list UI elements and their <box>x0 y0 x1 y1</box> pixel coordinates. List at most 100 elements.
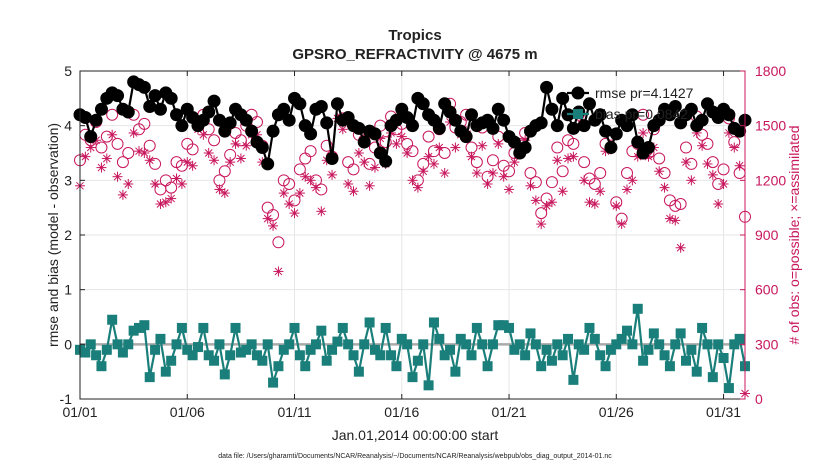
obs-assimilated-point <box>85 142 96 153</box>
y-tick-label-left: -1 <box>60 391 73 407</box>
bias-point <box>273 361 284 372</box>
rmse-point <box>202 105 216 119</box>
obs-assimilated-point <box>209 155 220 166</box>
bias-point <box>729 339 740 350</box>
bias-point <box>235 347 246 358</box>
bias-point <box>718 353 729 363</box>
obs-assimilated-point <box>364 180 375 191</box>
obs-assimilated-point <box>80 151 91 162</box>
bias-point <box>568 374 579 385</box>
obs-assimilated-point <box>477 140 488 151</box>
bias-point <box>171 339 182 350</box>
obs-possible-point <box>347 163 360 176</box>
bias-point <box>632 303 643 314</box>
obs-assimilated-point <box>482 178 493 189</box>
rmse-point <box>577 119 591 133</box>
bias-point <box>386 350 397 361</box>
rmse-point <box>245 124 259 138</box>
bias-point <box>396 333 407 344</box>
rmse-point <box>153 102 167 116</box>
obs-possible-point <box>717 163 730 176</box>
bias-point <box>391 361 402 372</box>
data-file-footnote: data file: /Users/gharamti/Documents/NCA… <box>218 453 612 460</box>
obs-possible-point <box>283 177 296 190</box>
obs-assimilated-point <box>273 266 284 277</box>
rmse-point <box>143 100 157 114</box>
bias-point <box>713 339 724 350</box>
bias-point <box>407 372 418 383</box>
obs-assimilated-point <box>369 162 380 173</box>
obs-assimilated-point <box>471 168 482 179</box>
obs-assimilated-point <box>353 148 364 158</box>
rmse-point <box>518 141 532 155</box>
bias-point <box>96 361 107 372</box>
x-tick-label: 01/21 <box>492 404 527 420</box>
obs-possible-point <box>438 147 451 159</box>
obs-assimilated-point <box>659 182 670 193</box>
bias-point <box>80 347 91 358</box>
rmse-point <box>239 113 253 127</box>
bias-point <box>332 336 343 347</box>
rmse-point <box>641 141 655 155</box>
obs-assimilated-point <box>595 186 606 197</box>
obs-assimilated-point <box>434 142 445 153</box>
bias-point <box>348 350 359 361</box>
bias-point <box>321 355 332 366</box>
obs-assimilated-point <box>487 168 498 179</box>
rmse-point <box>625 108 639 122</box>
rmse-point <box>277 102 291 116</box>
obs-assimilated-point <box>289 208 300 219</box>
obs-assimilated-point <box>681 157 692 168</box>
bias-point <box>423 380 434 391</box>
obs-assimilated-point <box>466 151 477 162</box>
rmse-point <box>330 97 344 111</box>
obs-assimilated-point <box>144 155 155 166</box>
x-tick-label: 01/16 <box>384 404 419 420</box>
bias-point <box>262 339 273 350</box>
bias-point <box>107 314 118 325</box>
obs-assimilated-point <box>627 175 638 186</box>
bias-point <box>622 325 633 336</box>
bias-point <box>316 325 327 336</box>
obs-assimilated-point <box>96 162 107 173</box>
bias-point <box>246 339 257 350</box>
bias-point <box>461 339 472 350</box>
obs-assimilated-point <box>498 171 509 182</box>
bias-point <box>209 355 220 366</box>
bias-point <box>434 333 445 344</box>
rmse-point <box>609 127 623 141</box>
obs-assimilated-point <box>546 197 557 208</box>
rmse-point <box>293 97 307 111</box>
bias-point <box>160 366 171 377</box>
obs-possible-point <box>524 167 537 180</box>
obs-possible-point <box>143 139 156 152</box>
obs-possible-point <box>95 141 108 154</box>
obs-possible-point <box>111 137 124 150</box>
obs-assimilated-point <box>310 182 321 193</box>
bias-point <box>412 355 423 366</box>
bias-point <box>664 361 675 372</box>
obs-assimilated-point <box>563 153 574 164</box>
bias-point <box>707 372 718 383</box>
bias-point <box>166 355 177 366</box>
obs-assimilated-point <box>654 166 665 177</box>
obs-assimilated-point <box>541 200 552 211</box>
bias-point <box>536 361 547 372</box>
legend-rmse-label: rmse pr=4.1427 <box>595 85 694 101</box>
obs-assimilated-point <box>198 129 209 140</box>
series-layer <box>73 75 752 399</box>
obs-assimilated-point <box>589 199 600 210</box>
bias-point <box>380 322 391 333</box>
y-tick-label-left: 1 <box>64 282 72 298</box>
obs-possible-point <box>299 152 312 165</box>
obs-assimilated-point <box>579 175 590 186</box>
obs-assimilated-point <box>622 184 633 195</box>
obs-assimilated-point <box>509 157 520 168</box>
bias-point <box>428 317 439 328</box>
rmse-point <box>556 91 570 105</box>
bias-point <box>251 350 262 361</box>
bias-point <box>734 333 745 344</box>
bias-point <box>525 328 536 339</box>
bias-point <box>466 350 477 361</box>
